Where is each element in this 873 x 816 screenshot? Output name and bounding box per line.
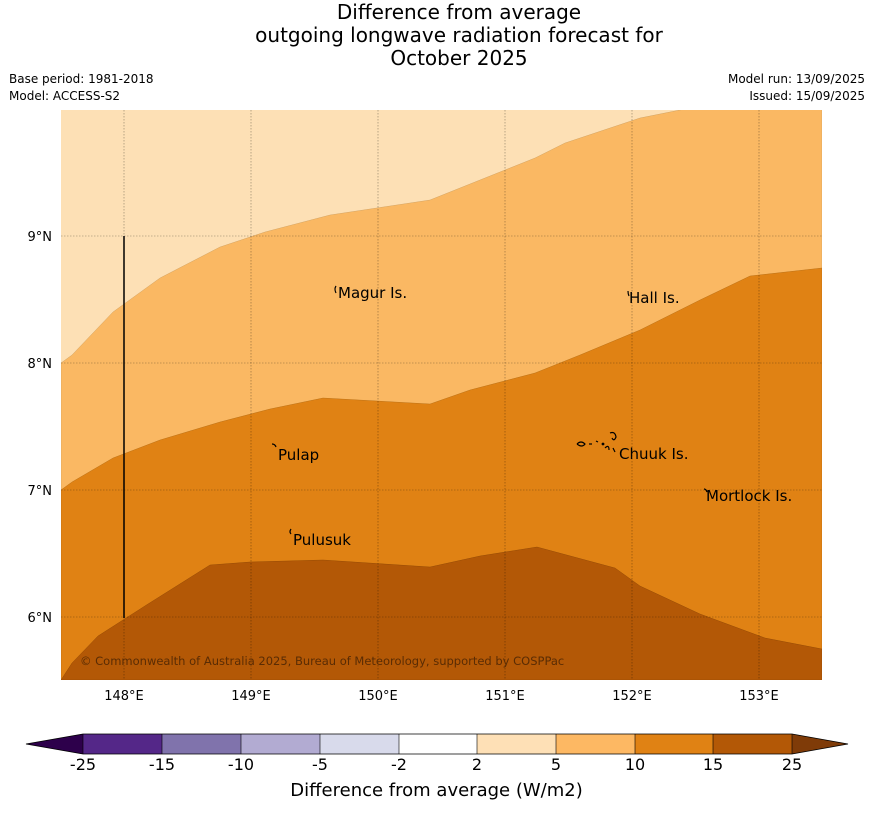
place-label-hall: Hall Is. bbox=[629, 289, 680, 307]
gridlines bbox=[61, 110, 822, 680]
lon-label: 153°E bbox=[739, 689, 779, 704]
map-title: Difference from average outgoing longwav… bbox=[0, 1, 873, 70]
lon-label: 150°E bbox=[358, 689, 398, 704]
place-label-mortlock: Mortlock Is. bbox=[706, 487, 792, 505]
hall-marker bbox=[627, 290, 630, 297]
mortlock-marker bbox=[703, 488, 708, 493]
colorbar-bin-5 bbox=[399, 734, 477, 754]
pulap-marker bbox=[271, 443, 277, 448]
info-right: Model run: 13/09/2025 Issued: 15/09/2025 bbox=[728, 71, 865, 105]
map-bands bbox=[61, 110, 822, 680]
colorbar bbox=[25, 733, 849, 755]
island-markers bbox=[271, 285, 708, 535]
colorbar-tick: 2 bbox=[471, 755, 483, 774]
band-15-25 bbox=[61, 546, 822, 680]
colorbar-tick: -5 bbox=[312, 755, 328, 774]
colorbar-bin-9 bbox=[713, 734, 792, 754]
place-label-pulusuk: Pulusuk bbox=[293, 531, 351, 549]
colorbar-tick: 15 bbox=[702, 755, 724, 774]
chuuk-marker bbox=[576, 431, 617, 453]
model-text: Model: ACCESS-S2 bbox=[9, 89, 121, 103]
place-label-chuuk: Chuuk Is. bbox=[619, 445, 688, 463]
colorbar-tick: -15 bbox=[148, 755, 176, 774]
place-labels: Magur Is. Hall Is. Pulap Chuuk Is. Mortl… bbox=[278, 284, 792, 549]
colorbar-extend-high bbox=[792, 734, 848, 754]
magur-marker bbox=[334, 285, 337, 294]
colorbar-tick: 25 bbox=[781, 755, 803, 774]
model-run-text: Model run: 13/09/2025 bbox=[727, 72, 865, 86]
colorbar-tick: -25 bbox=[69, 755, 97, 774]
pulusuk-marker bbox=[289, 528, 292, 535]
colorbar-tick: 5 bbox=[550, 755, 562, 774]
lon-label: 152°E bbox=[612, 689, 652, 704]
colorbar-tick: -10 bbox=[227, 755, 255, 774]
colorbar-extend-low bbox=[26, 734, 83, 754]
title-line-2: outgoing longwave radiation forecast for bbox=[255, 23, 663, 47]
colorbar-bin-4 bbox=[320, 734, 399, 754]
lon-label: 148°E bbox=[104, 689, 144, 704]
title-line-3: October 2025 bbox=[390, 46, 528, 70]
colorbar-bin-7 bbox=[556, 734, 635, 754]
title-line-1: Difference from average bbox=[336, 0, 582, 24]
lat-label: 7°N bbox=[28, 484, 53, 499]
place-label-magur: Magur Is. bbox=[338, 284, 407, 302]
place-label-pulap: Pulap bbox=[278, 446, 319, 464]
colorbar-bin-3 bbox=[241, 734, 320, 754]
colorbar-tick: 10 bbox=[624, 755, 646, 774]
lon-label: 151°E bbox=[485, 689, 525, 704]
colorbar-bin-1 bbox=[83, 734, 162, 754]
colorbar-bin-6 bbox=[477, 734, 556, 754]
lat-label: 8°N bbox=[28, 357, 53, 372]
base-period-text: Base period: 1981-2018 bbox=[9, 72, 154, 86]
colorbar-tick: -2 bbox=[391, 755, 407, 774]
issued-text: Issued: 15/09/2025 bbox=[749, 89, 865, 103]
colorbar-label: Difference from average (W/m2) bbox=[290, 780, 583, 801]
info-left: Base period: 1981-2018 Model: ACCESS-S2 bbox=[9, 71, 154, 105]
colorbar-bin-2 bbox=[162, 734, 241, 754]
lat-label: 9°N bbox=[28, 230, 53, 245]
colorbar-bin-8 bbox=[635, 734, 713, 754]
copyright-text: © Commonwealth of Australia 2025, Bureau… bbox=[80, 654, 564, 668]
longitude-labels: 148°E 149°E 150°E 151°E 152°E 153°E bbox=[104, 689, 779, 704]
lat-label: 6°N bbox=[28, 611, 53, 626]
lon-label: 149°E bbox=[231, 689, 271, 704]
latitude-labels: 9°N 8°N 7°N 6°N bbox=[28, 230, 53, 626]
